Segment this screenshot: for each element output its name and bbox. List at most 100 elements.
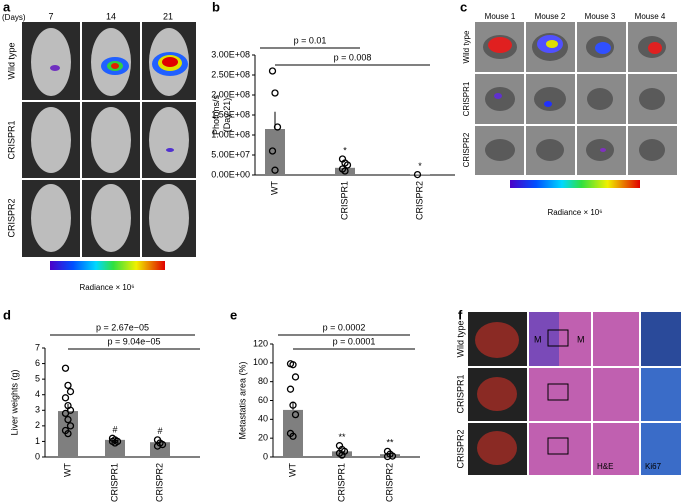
- data-point: [66, 387, 75, 396]
- y-tick-label: 40: [258, 414, 268, 424]
- y-axis-label: (Day 21): [222, 98, 232, 133]
- panel-f: M M H&E Ki67 Wild type CRISPR1 CRISPR2: [455, 312, 681, 475]
- colorbar-label: Radiance × 10⁶: [547, 208, 602, 217]
- data-point: [64, 429, 72, 438]
- column-header: 7: [48, 11, 53, 21]
- x-tick-label: CRISPR2: [154, 463, 164, 502]
- y-tick-label: 0: [263, 451, 268, 461]
- panel-label: b: [212, 0, 220, 14]
- row-label: CRISPR1: [455, 374, 465, 413]
- y-tick-label: 6: [35, 358, 40, 368]
- y-axis-label: Liver weights (g): [9, 369, 19, 435]
- panel-label: e: [230, 307, 237, 322]
- data-point: [61, 364, 70, 372]
- panel-c: Mouse 1 Mouse 2 Mouse 3 Mouse 4 Wild typ…: [462, 12, 677, 217]
- panel-label: a: [3, 0, 11, 14]
- y-tick-label: 0.00E+00: [211, 169, 250, 179]
- region-label: M: [534, 334, 542, 344]
- p-value: p = 9.04e−05: [107, 336, 160, 346]
- data-point: [64, 415, 72, 424]
- data-point: [413, 170, 422, 179]
- y-tick-label: 2.50E+08: [211, 69, 250, 79]
- column-header: 14: [106, 11, 116, 21]
- colorbar: [510, 180, 640, 188]
- y-tick-label: 1.00E+08: [211, 129, 250, 139]
- column-header: Mouse 4: [635, 12, 666, 21]
- y-tick-label: 80: [258, 376, 268, 386]
- x-tick-label: CRISPR2: [384, 463, 394, 502]
- panel-label: d: [3, 307, 11, 322]
- y-tick-label: 2: [35, 420, 40, 430]
- y-tick-label: 5: [35, 374, 40, 384]
- y-tick-label: 0: [35, 451, 40, 461]
- column-header: Mouse 2: [535, 12, 566, 21]
- data-point: [289, 401, 297, 409]
- row-label: Wild type: [6, 42, 16, 79]
- data-point: [271, 166, 279, 174]
- row-label: Wild type: [455, 320, 465, 357]
- x-tick-label: CRISPR1: [339, 181, 349, 220]
- row-label: CRISPR1: [462, 81, 471, 116]
- data-point: [111, 439, 119, 447]
- data-point: [388, 452, 397, 460]
- y-tick-label: 3: [35, 405, 40, 415]
- significance-label: #: [112, 425, 117, 435]
- y-tick-label: 60: [258, 395, 268, 405]
- y-tick-label: 20: [258, 433, 268, 443]
- x-tick-label: CRISPR2: [414, 181, 424, 220]
- data-point: [268, 147, 277, 155]
- x-tick-label: WT: [269, 181, 279, 195]
- y-tick-label: 7: [35, 342, 40, 352]
- p-value: p = 0.01: [294, 35, 327, 45]
- data-point: [291, 410, 300, 419]
- region-label: M: [577, 334, 585, 344]
- y-tick-label: 100: [253, 357, 268, 367]
- y-tick-label: 4: [35, 389, 40, 399]
- row-label: Wild type: [462, 30, 471, 63]
- data-point: [289, 432, 297, 440]
- x-tick-label: WT: [287, 463, 297, 477]
- significance-label: *: [418, 161, 422, 171]
- data-point: [61, 409, 70, 418]
- stain-label: H&E: [597, 462, 613, 471]
- data-point: [286, 385, 295, 393]
- colorbar: [50, 261, 165, 270]
- x-tick-label: CRISPR1: [109, 463, 119, 502]
- bar: [58, 411, 78, 457]
- bar: [105, 439, 125, 457]
- y-tick-label: 1.50E+08: [211, 109, 250, 119]
- y-tick-label: 5.00E+07: [211, 149, 250, 159]
- stain-label: Ki67: [645, 462, 662, 471]
- y-tick-label: 120: [253, 338, 268, 348]
- data-point: [383, 452, 392, 461]
- data-point: [343, 161, 352, 169]
- y-tick-label: 3.00E+08: [211, 49, 250, 59]
- data-point: [273, 123, 282, 131]
- data-point: [268, 67, 277, 75]
- colorbar-label: Radiance × 10⁶: [79, 283, 134, 292]
- data-point: [61, 394, 70, 402]
- y-tick-label: 1: [35, 436, 40, 446]
- significance-label: #: [157, 426, 162, 436]
- column-header: Mouse 1: [485, 12, 516, 21]
- data-point: [66, 422, 75, 430]
- data-point: [66, 406, 75, 414]
- panel-label: f: [458, 307, 463, 322]
- x-tick-label: WT: [62, 463, 72, 477]
- data-point: [64, 381, 72, 390]
- panel-label: c: [460, 0, 467, 14]
- y-tick-label: 2.00E+08: [211, 89, 250, 99]
- row-label: CRISPR2: [462, 132, 471, 167]
- data-point: [289, 361, 297, 369]
- data-point: [153, 442, 162, 450]
- column-header: Mouse 3: [585, 12, 616, 21]
- data-point: [271, 89, 279, 97]
- significance-label: *: [343, 145, 347, 155]
- p-value: p = 0.008: [334, 52, 372, 62]
- data-point: [341, 167, 349, 175]
- row-label: CRISPR2: [455, 429, 465, 468]
- panel-a: (Days) 7 14 21 Wild type CRISPR1 CRISPR2…: [2, 11, 196, 292]
- data-point: [291, 373, 300, 381]
- row-label: CRISPR2: [6, 198, 16, 237]
